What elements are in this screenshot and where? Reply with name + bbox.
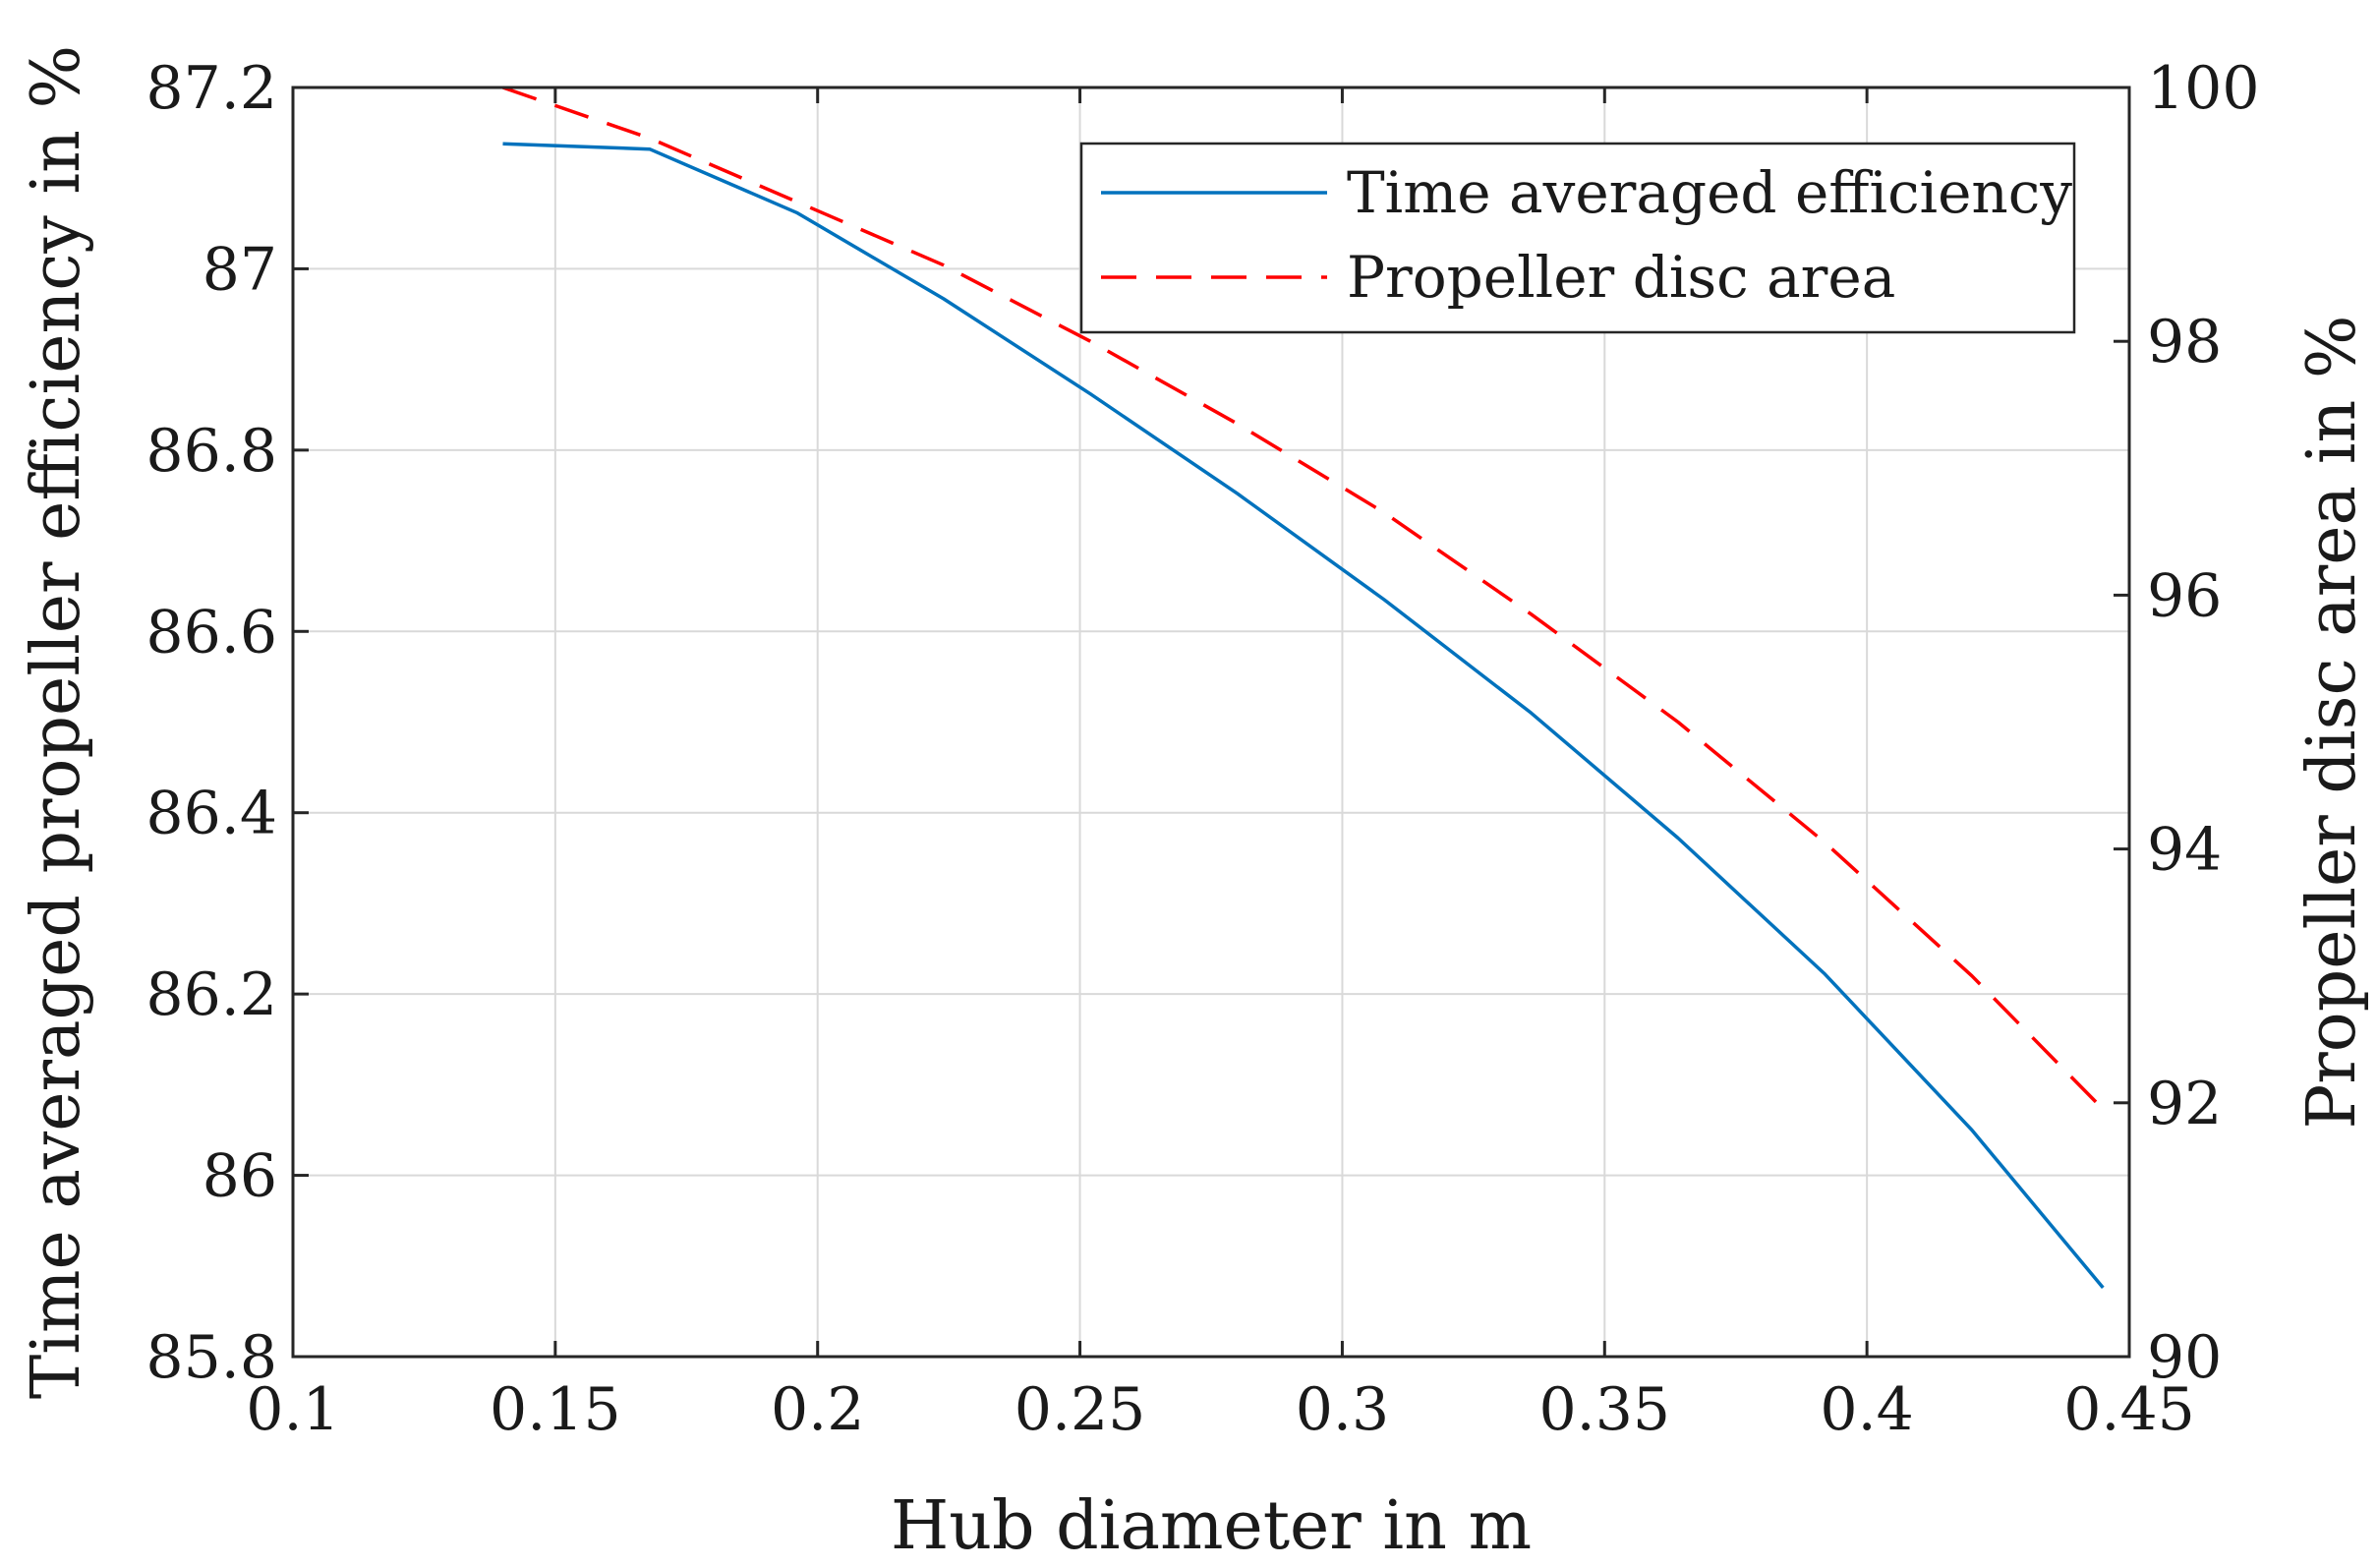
axis-ticks: 0.1 0.15 0.2 0.25 0.3 0.35 0.4 0.45 85.8 86 86.2 86… — [145, 54, 2259, 1444]
x-tick-label: 0.4 — [1820, 1375, 1913, 1444]
y-tick-label: 86.4 — [145, 780, 277, 848]
x-tick-label: 0.2 — [771, 1375, 864, 1444]
x-tick-label: 0.1 — [246, 1375, 339, 1444]
y-tick-label: 86.8 — [145, 417, 277, 486]
y-tick-label: 86 — [203, 1142, 277, 1211]
y-tick-label: 87.2 — [145, 54, 277, 123]
x-axis-title: Hub diameter in m — [891, 1487, 1532, 1565]
series-line-disc-area — [501, 86, 2105, 1111]
x-tick-label: 0.25 — [1015, 1375, 1146, 1444]
y-tick-label: 85.8 — [145, 1323, 277, 1392]
legend: Time averaged efficiency Propeller disc … — [1079, 142, 2076, 334]
legend-box — [1079, 142, 2076, 334]
y2-tick-label: 98 — [2147, 308, 2222, 377]
x-tick-label: 0.3 — [1296, 1375, 1389, 1444]
y2-tick-label: 96 — [2147, 561, 2222, 630]
plot-frame — [291, 86, 2131, 1359]
right-y-axis-title: Propeller disc area in % — [2293, 316, 2371, 1130]
legend-label-efficiency: Time averaged efficiency — [1347, 159, 2072, 226]
legend-label-disc-area: Propeller disc area — [1347, 244, 1895, 311]
series-line-efficiency — [502, 142, 2105, 1290]
y-tick-label: 87 — [203, 235, 277, 304]
y2-tick-label: 92 — [2147, 1070, 2222, 1138]
left-y-axis-title: Time averaged propeller efficiency in % — [18, 45, 95, 1399]
y2-tick-label: 90 — [2147, 1323, 2222, 1392]
axis-titles: Hub diameter in m Time averaged propelle… — [18, 45, 2371, 1565]
x-tick-label: 0.35 — [1538, 1375, 1670, 1444]
x-tick-label: 0.45 — [2063, 1375, 2195, 1444]
plot-series — [501, 86, 2105, 1290]
x-tick-label: 0.15 — [490, 1375, 621, 1444]
y-tick-label: 86.6 — [145, 598, 277, 667]
y2-tick-label: 94 — [2147, 816, 2222, 885]
y2-tick-label: 100 — [2147, 54, 2260, 123]
y-tick-label: 86.2 — [145, 960, 277, 1029]
